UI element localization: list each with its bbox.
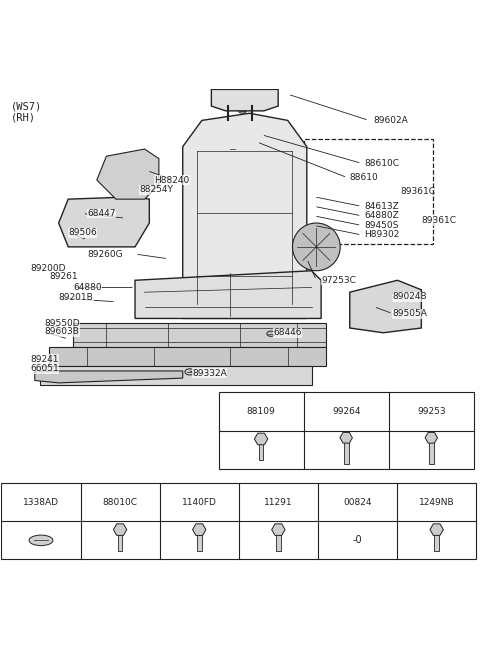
Text: 89241: 89241 xyxy=(30,354,59,363)
Text: 66051: 66051 xyxy=(30,364,59,373)
Bar xyxy=(276,529,281,551)
Polygon shape xyxy=(39,366,312,385)
Polygon shape xyxy=(350,280,421,333)
Polygon shape xyxy=(192,524,206,535)
Text: H88240: H88240 xyxy=(154,176,189,184)
Ellipse shape xyxy=(239,108,246,113)
Polygon shape xyxy=(49,347,326,366)
Polygon shape xyxy=(430,524,444,535)
Text: -0: -0 xyxy=(353,535,362,545)
Ellipse shape xyxy=(29,535,53,546)
Text: 1249NB: 1249NB xyxy=(419,498,455,506)
Polygon shape xyxy=(97,149,159,199)
Text: 99253: 99253 xyxy=(417,407,445,416)
Text: 89602A: 89602A xyxy=(373,116,408,125)
Text: 88610: 88610 xyxy=(350,173,379,182)
Polygon shape xyxy=(272,524,285,535)
Text: 89361C: 89361C xyxy=(401,188,436,197)
Text: 64880Z: 64880Z xyxy=(364,211,399,220)
Text: 89506: 89506 xyxy=(68,228,97,237)
Polygon shape xyxy=(35,371,183,383)
Bar xyxy=(218,392,474,469)
Polygon shape xyxy=(254,433,268,445)
Polygon shape xyxy=(73,323,326,347)
Polygon shape xyxy=(425,432,437,443)
Polygon shape xyxy=(183,113,307,318)
Text: 68447: 68447 xyxy=(87,209,116,218)
Text: 88109: 88109 xyxy=(247,407,276,416)
Polygon shape xyxy=(340,432,352,443)
Bar xyxy=(1,483,476,560)
Text: 89361C: 89361C xyxy=(421,216,456,225)
Text: 64880: 64880 xyxy=(73,283,102,292)
Polygon shape xyxy=(113,524,127,535)
Text: 89332A: 89332A xyxy=(192,369,227,378)
Polygon shape xyxy=(135,271,321,318)
Text: 88610C: 88610C xyxy=(364,159,399,168)
Text: 1338AD: 1338AD xyxy=(23,498,59,506)
Text: 89261: 89261 xyxy=(49,272,78,281)
Polygon shape xyxy=(211,89,278,111)
Polygon shape xyxy=(59,197,149,247)
Text: (WS7)
(RH): (WS7) (RH) xyxy=(11,101,42,123)
Bar xyxy=(434,529,439,551)
Text: 89024B: 89024B xyxy=(393,293,427,302)
Text: 89505A: 89505A xyxy=(393,309,428,318)
Text: 89603B: 89603B xyxy=(44,327,79,337)
Text: 1140FD: 1140FD xyxy=(182,498,216,506)
Text: 84613Z: 84613Z xyxy=(364,202,399,211)
Text: H89302: H89302 xyxy=(364,230,399,239)
Text: 89201B: 89201B xyxy=(59,293,94,302)
Text: 89450S: 89450S xyxy=(364,221,398,230)
Ellipse shape xyxy=(229,147,237,152)
Bar xyxy=(429,438,433,464)
Ellipse shape xyxy=(267,331,275,337)
Text: 89200D: 89200D xyxy=(30,264,66,273)
Bar xyxy=(118,529,122,551)
Bar xyxy=(304,140,433,245)
Text: 89260G: 89260G xyxy=(87,249,123,258)
Text: 88010C: 88010C xyxy=(103,498,138,506)
Circle shape xyxy=(292,223,340,271)
Text: 97253C: 97253C xyxy=(321,276,356,285)
Text: 00824: 00824 xyxy=(343,498,372,506)
Bar xyxy=(197,529,202,551)
Bar xyxy=(259,439,264,461)
Text: 68446: 68446 xyxy=(274,328,302,337)
Ellipse shape xyxy=(185,369,195,375)
Text: 89550D: 89550D xyxy=(44,319,80,328)
Text: 88254Y: 88254Y xyxy=(140,185,174,194)
Bar xyxy=(344,438,348,464)
Text: 11291: 11291 xyxy=(264,498,293,506)
Text: 99264: 99264 xyxy=(332,407,360,416)
